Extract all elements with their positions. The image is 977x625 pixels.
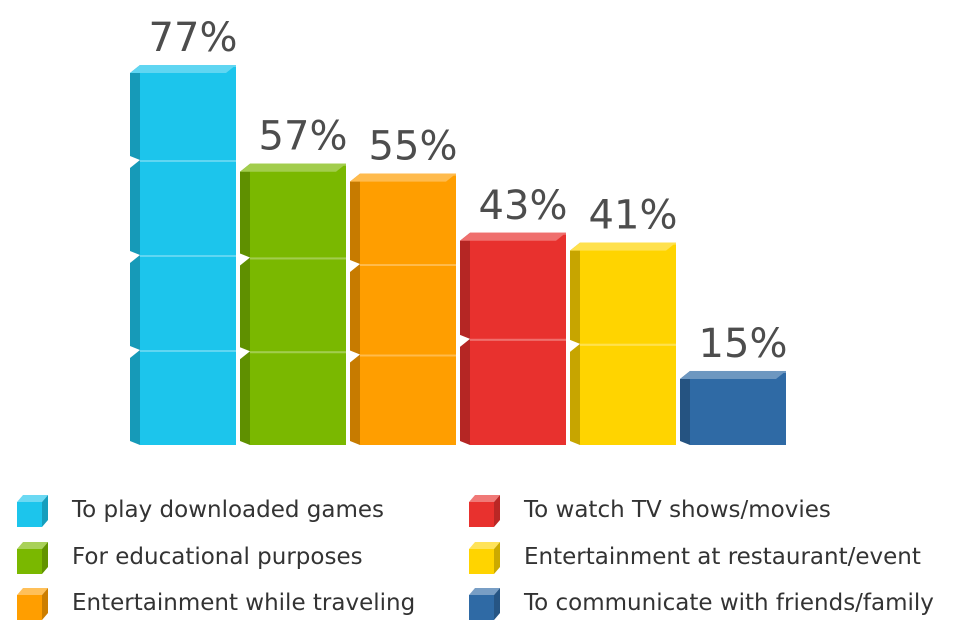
bar-5-segment [570,242,676,344]
bar-1-segment [130,255,236,350]
legend-label-tv: To watch TV shows/movies [524,497,831,523]
legend-swatch-education [14,539,50,575]
legend-swatch-communicate [466,585,502,621]
bar-chart: 77% 57% 55% 43% 41% 15% [130,15,788,445]
bar-2-segment [240,257,346,352]
bar-3-segment [350,264,456,355]
legend-item-tv: To watch TV shows/movies [466,490,831,530]
value-label-1: 77% [149,15,238,61]
bar-4 [460,232,566,445]
legend-label-communicate: To communicate with friends/family [524,590,934,616]
value-label-3: 55% [369,124,458,170]
bar-3-segment [350,173,456,265]
legend-label-traveling: Entertainment while traveling [72,590,416,616]
bar-6-segment [680,370,786,445]
bar-2-segment [240,163,346,258]
bar-3 [350,173,456,445]
value-label-6: 15% [699,321,788,367]
bar-5-top [570,242,676,251]
bar-6-top [680,370,786,379]
value-label-4: 43% [479,183,568,229]
legend-item-traveling: Entertainment while traveling [14,583,415,623]
legend-swatch-restaurant [466,539,502,575]
legend-label-restaurant: Entertainment at restaurant/event [524,544,921,570]
legend-item-communicate: To communicate with friends/family [466,583,934,623]
value-label-5: 41% [589,193,678,239]
bar-6 [680,370,786,445]
bar-1 [130,65,236,445]
legend-swatch-traveling [14,585,50,621]
legend-swatch-games [14,492,50,528]
bar-5-segment [570,343,676,445]
bar-3-segment [350,354,456,445]
legend-item-education: For educational purposes [14,537,363,577]
bar-2-top [240,163,346,172]
bar-2-segment [240,351,346,445]
legend-label-education: For educational purposes [72,544,363,570]
bar-3-top [350,173,456,182]
bar-2 [240,163,346,445]
legend: To play downloaded games For educational… [0,480,977,621]
bar-1-segment [130,65,236,160]
bar-4-segment [460,232,566,339]
legend-label-games: To play downloaded games [72,497,385,523]
bar-1-top [130,65,236,73]
bar-1-segment [130,160,236,255]
bar-5 [570,242,676,445]
bar-1-segment [130,350,236,445]
value-label-2: 57% [259,114,348,160]
bar-4-top [460,232,566,241]
legend-item-games: To play downloaded games [14,490,384,530]
legend-swatch-tv [466,492,502,528]
legend-item-restaurant: Entertainment at restaurant/event [466,537,921,577]
bar-4-segment [460,338,566,445]
